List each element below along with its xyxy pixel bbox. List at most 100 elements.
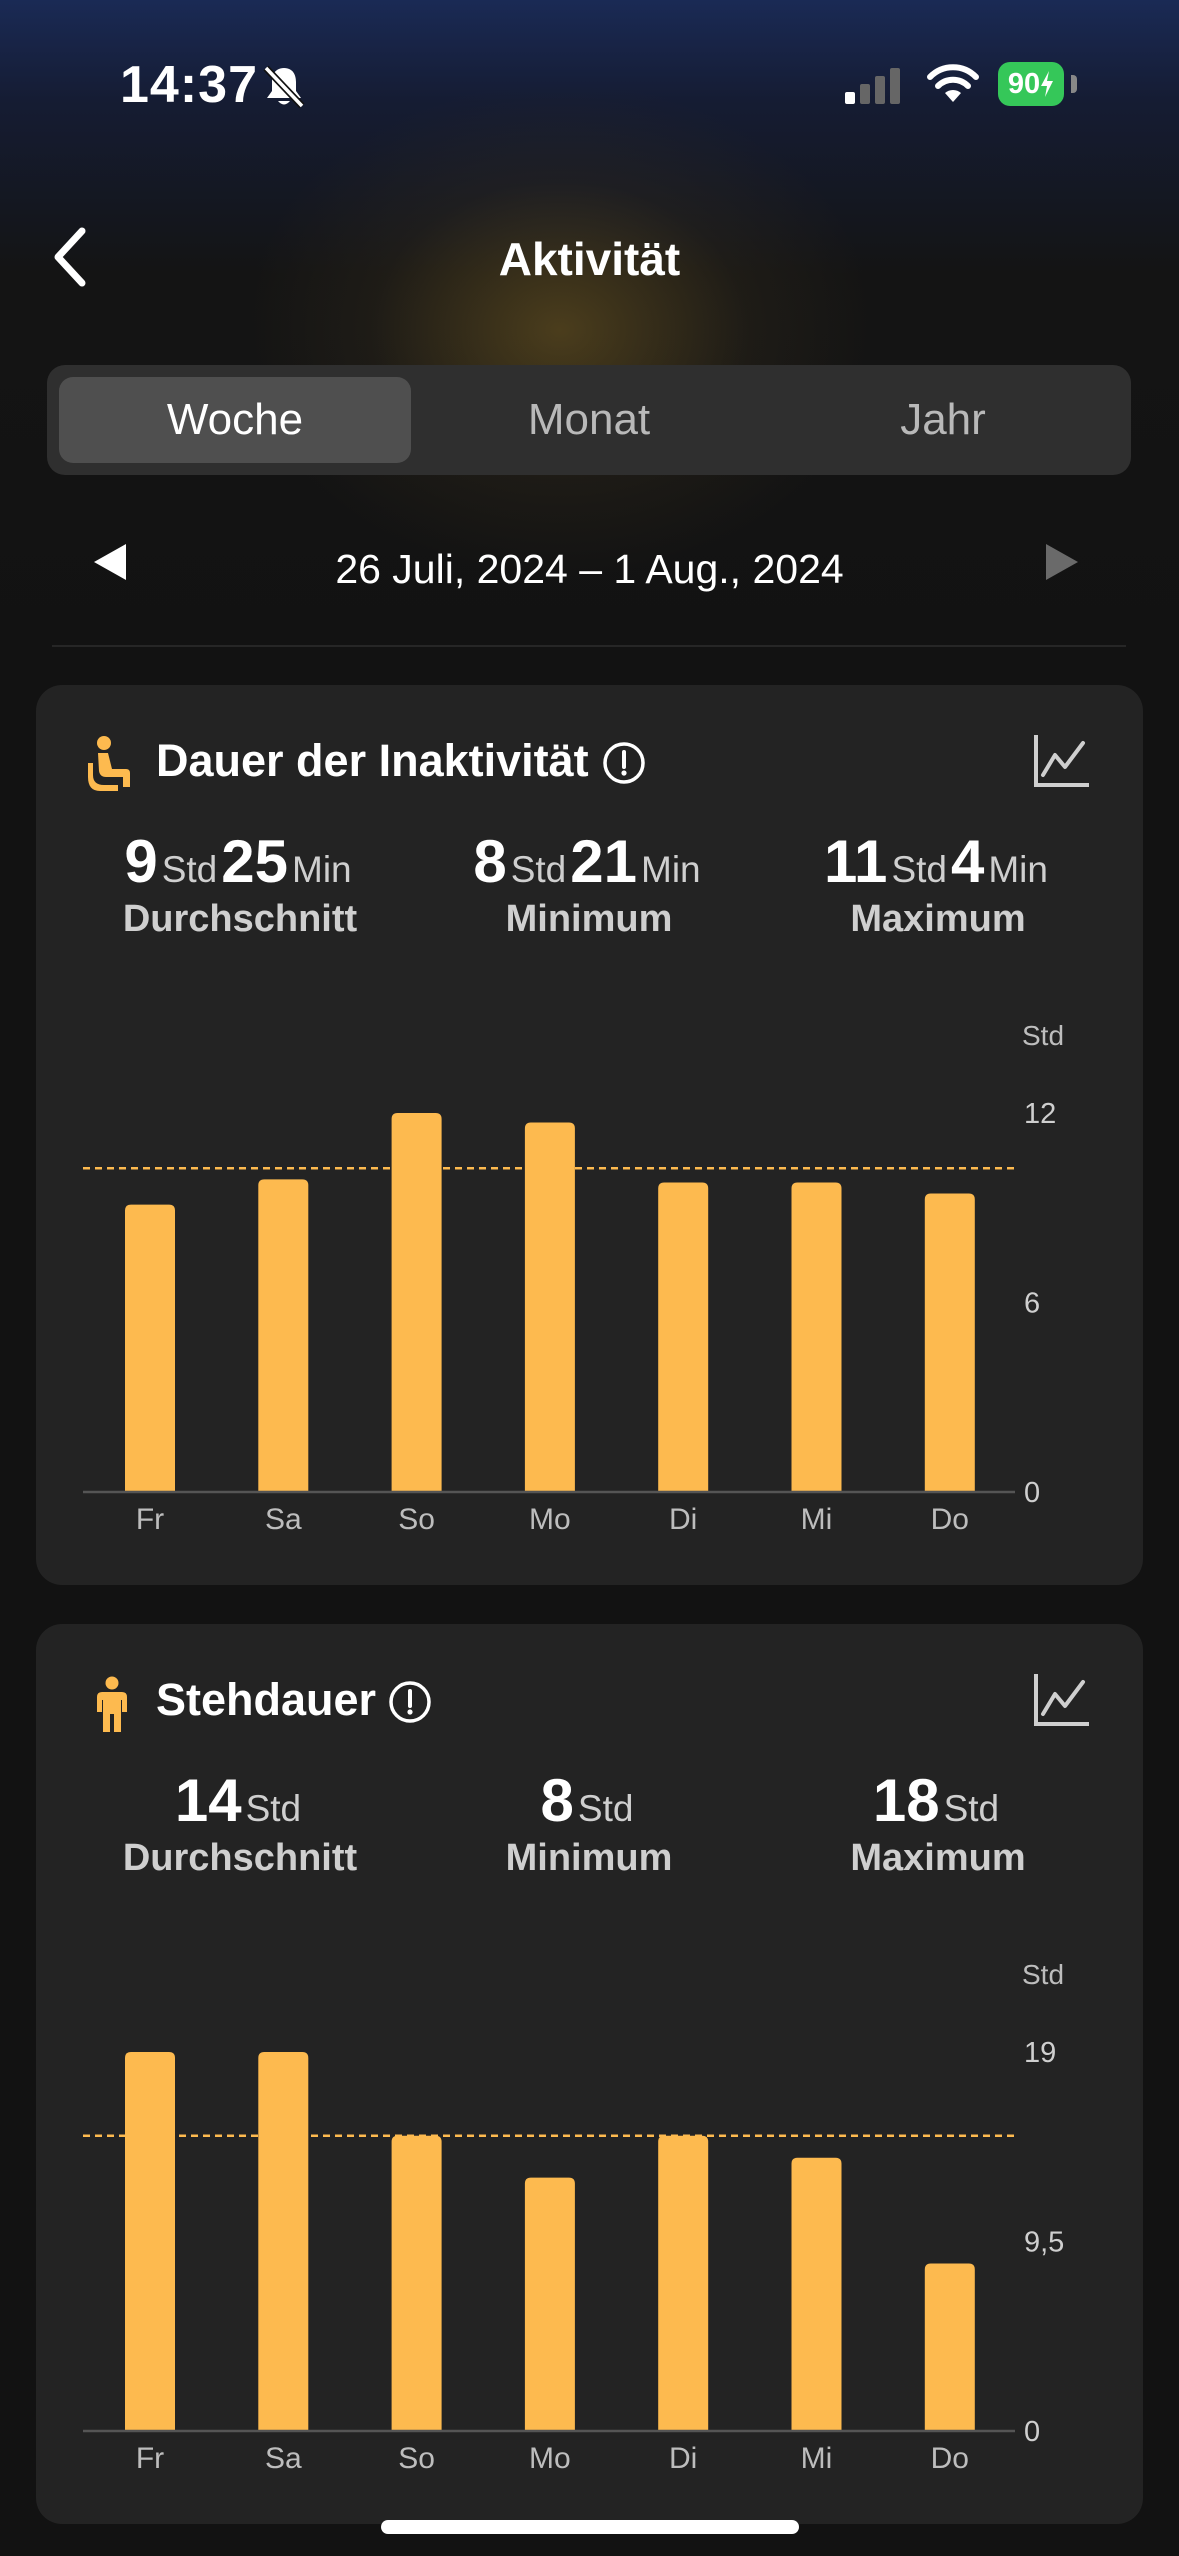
- trend-chart-icon[interactable]: [1033, 733, 1091, 794]
- stat-maximum: 11 Std4 Min Maximum: [768, 827, 1108, 941]
- triangle-left-icon: [94, 544, 126, 580]
- info-icon[interactable]: [602, 741, 646, 790]
- period-segmented-control: Woche Monat Jahr: [47, 365, 1131, 475]
- stat-maximum-hours: 18: [872, 1767, 940, 1834]
- bar-di: [658, 2135, 709, 2431]
- x-axis-label: Mo: [529, 2442, 571, 2475]
- stat-maximum-minutes-unit: Min: [988, 849, 1048, 890]
- x-axis-label: Mo: [529, 1503, 571, 1536]
- stat-maximum-hours-unit: Std: [891, 849, 947, 890]
- x-axis-label: So: [398, 1503, 435, 1536]
- x-axis-label: Di: [669, 2442, 697, 2475]
- inactivity-card-title: Dauer der Inaktivität: [156, 735, 589, 786]
- divider: [52, 645, 1126, 647]
- stat-minimum-hours: 8: [473, 828, 507, 895]
- page-title: Aktivität: [498, 233, 681, 285]
- standing-person-icon: [94, 1676, 130, 1739]
- inactivity-bar-chart: Fr Sa So Mo Di Mi Do Std 12 6 0: [83, 1020, 1064, 1536]
- charging-bolt-icon: [1041, 71, 1054, 97]
- y-axis-unit: Std: [1022, 1959, 1064, 1990]
- cellular-signal-icon: [845, 66, 905, 111]
- sitting-person-icon: [88, 735, 136, 800]
- home-indicator[interactable]: [381, 2520, 799, 2534]
- bar-do: [924, 2263, 975, 2431]
- standing-card: Stehdauer 14 Std Durchschnitt 8 Std Minimu…: [36, 1624, 1143, 2524]
- background: [0, 0, 1179, 720]
- bar-mo: [524, 1122, 575, 1492]
- tab-year[interactable]: Jahr: [767, 377, 1119, 463]
- stat-minimum-hours-unit: Std: [577, 1788, 634, 1829]
- x-axis-label: Do: [931, 1503, 969, 1536]
- next-period-button[interactable]: [1042, 540, 1082, 589]
- y-tick-label: 19: [1024, 2037, 1056, 2069]
- previous-period-button[interactable]: [90, 540, 130, 589]
- stat-average-label: Durchschnitt: [122, 1837, 358, 1879]
- info-icon[interactable]: [388, 1680, 432, 1729]
- stat-average-hours: 14: [174, 1767, 242, 1834]
- tab-week[interactable]: Woche: [59, 377, 411, 463]
- stat-maximum-label: Maximum: [850, 898, 1026, 940]
- bar-di: [658, 1182, 709, 1492]
- bar-do: [924, 1193, 975, 1492]
- chevron-left-icon: [54, 227, 86, 287]
- standing-card-title: Stehdauer: [156, 1674, 377, 1725]
- bar-sa: [258, 2052, 309, 2431]
- bar-mi: [791, 2157, 842, 2431]
- x-axis-label: Mi: [801, 2442, 833, 2475]
- stat-minimum-minutes: 21: [570, 828, 638, 895]
- status-time: 14:37: [120, 56, 258, 114]
- bar-fr: [125, 2052, 175, 2431]
- stat-minimum-hours: 8: [540, 1767, 574, 1834]
- stat-minimum-minutes-unit: Min: [641, 849, 701, 890]
- stat-minimum: 8 Std Minimum: [419, 1766, 759, 1880]
- stat-average: 14 Std Durchschnitt: [70, 1766, 410, 1880]
- tab-week-label: Woche: [166, 395, 304, 444]
- bar-sa: [258, 1179, 309, 1492]
- x-axis-label: Di: [669, 1503, 697, 1536]
- x-axis-label: Sa: [265, 2442, 302, 2475]
- stat-average: 9 Std25 Min Durchschnitt: [70, 827, 410, 941]
- x-axis-label: So: [398, 2442, 435, 2475]
- stat-maximum-label: Maximum: [850, 1837, 1026, 1879]
- tab-year-label: Jahr: [900, 395, 986, 444]
- stat-maximum: 18 Std Maximum: [768, 1766, 1108, 1880]
- tab-month[interactable]: Monat: [413, 377, 765, 463]
- tab-month-label: Monat: [527, 395, 651, 444]
- battery-level: 90: [1007, 67, 1041, 100]
- stat-average-minutes-unit: Min: [292, 849, 352, 890]
- stat-average-hours: 9: [124, 828, 158, 895]
- x-axis-label: Fr: [136, 1503, 164, 1536]
- x-axis-label: Do: [931, 2442, 969, 2475]
- x-axis-label: Fr: [136, 2442, 164, 2475]
- stat-minimum-label: Minimum: [505, 1837, 673, 1879]
- y-axis-unit: Std: [1022, 1020, 1064, 1051]
- standing-bar-chart: Fr Sa So Mo Di Mi Do Std 19 9,5 0: [83, 1959, 1064, 2475]
- date-range-label: 26 Juli, 2024 – 1 Aug., 2024: [335, 546, 844, 592]
- stat-average-hours-unit: Std: [245, 1788, 302, 1829]
- stat-average-hours-unit: Std: [161, 849, 218, 890]
- y-tick-label: 9,5: [1024, 2227, 1064, 2259]
- y-tick-label: 0: [1024, 2416, 1040, 2448]
- y-tick-label: 0: [1024, 1477, 1040, 1509]
- stat-minimum-label: Minimum: [505, 898, 673, 940]
- battery-nub: [1071, 75, 1077, 93]
- trend-chart-icon[interactable]: [1033, 1672, 1091, 1733]
- bar-mo: [524, 2177, 575, 2431]
- stat-average-minutes: 25: [221, 828, 289, 895]
- bar-so: [391, 2135, 442, 2431]
- stat-maximum-minutes: 4: [950, 828, 985, 895]
- y-tick-label: 6: [1024, 1288, 1040, 1320]
- wifi-icon: [925, 62, 981, 109]
- bar-mi: [791, 1182, 842, 1492]
- stat-maximum-hours-unit: Std: [943, 1788, 1000, 1829]
- back-button[interactable]: [40, 222, 100, 292]
- x-axis-label: Mi: [801, 1503, 833, 1536]
- stat-maximum-hours: 11: [824, 828, 888, 895]
- stat-minimum: 8 Std21 Min Minimum: [419, 827, 759, 941]
- bar-so: [391, 1113, 442, 1492]
- bar-fr: [125, 1204, 175, 1492]
- stat-minimum-hours-unit: Std: [510, 849, 567, 890]
- stat-average-label: Durchschnitt: [122, 898, 358, 940]
- triangle-right-icon: [1046, 544, 1078, 580]
- x-axis-label: Sa: [265, 1503, 302, 1536]
